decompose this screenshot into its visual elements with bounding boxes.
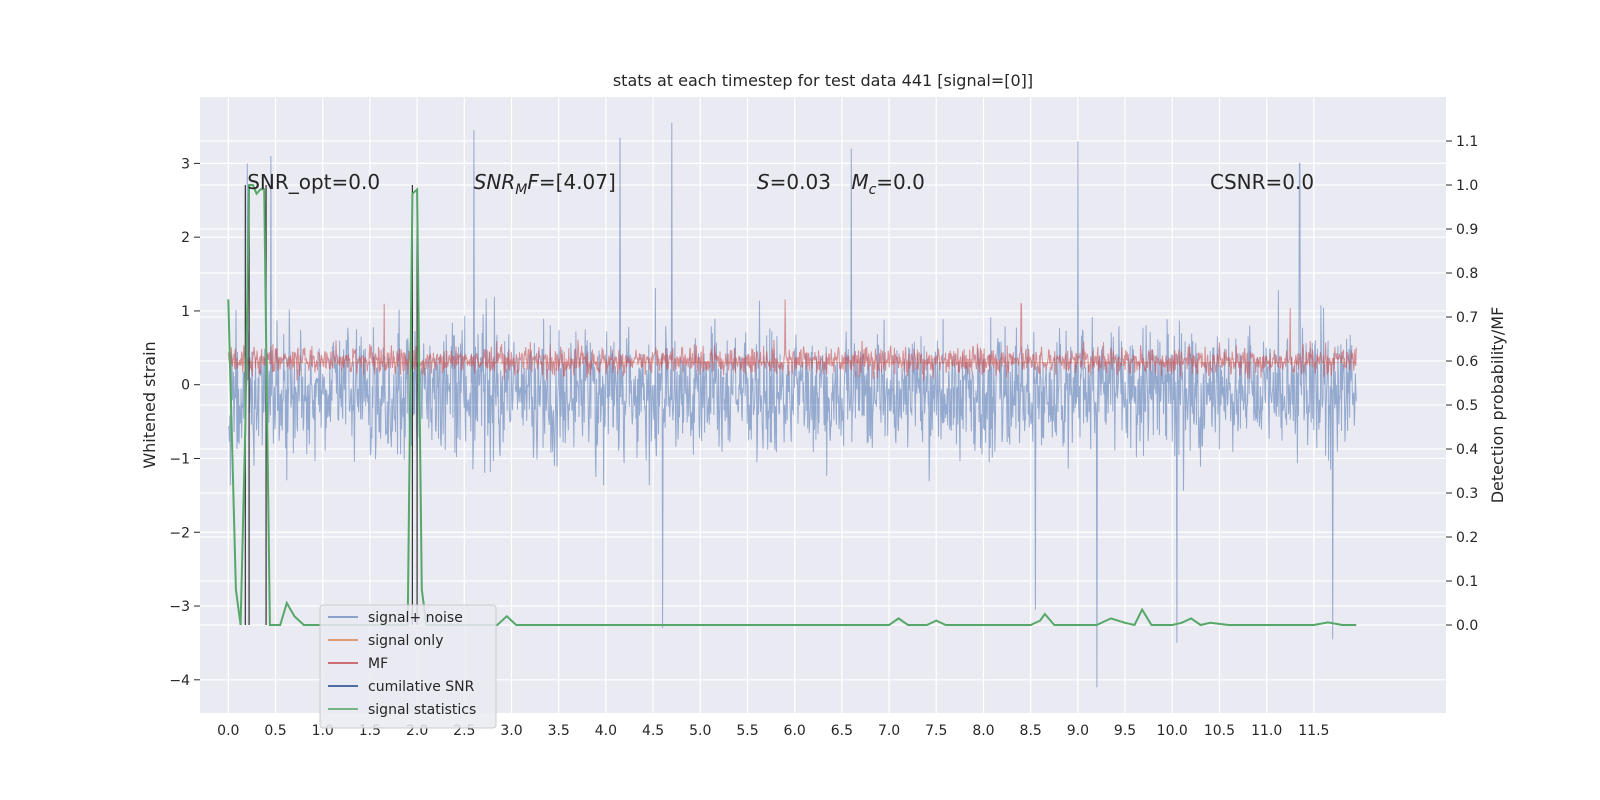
- x-tick-label: 3.5: [548, 723, 570, 739]
- annotation: SNRMF=[4.07]: [474, 170, 616, 198]
- y-tick-label-right: 0.9: [1456, 222, 1478, 238]
- y-tick-label-right: 1.0: [1456, 178, 1478, 194]
- annotations: SNR_opt=0.0 SNRMF=[4.07] S=0.03 Mc=0.0 CSNR=…: [247, 170, 1314, 198]
- y-tick-label-left: −1: [169, 451, 190, 467]
- series-line: [227, 299, 1357, 382]
- x-tick-label: 4.0: [595, 723, 617, 739]
- legend-entry: signal only: [368, 633, 443, 649]
- x-tick-label: 5.0: [689, 723, 711, 739]
- y-tick-label-left: −4: [169, 673, 190, 689]
- y-ticks-right: 1.1 1.0 0.9 0.8 0.7 0.6 0.5 0.4 0.3 0.2 0.1 0.0: [1446, 134, 1478, 634]
- legend-box: [319, 604, 497, 729]
- y-tick-label-right: 1.1: [1456, 134, 1478, 150]
- x-tick-label: 8.5: [1020, 723, 1042, 739]
- x-ticks: 0.0 0.5 1.0 1.5 2.0 2.5 3.0 3.5 4.0 4.5 5.0 5.5 6.0 6…: [217, 723, 1329, 739]
- y-tick-label-right: 0.7: [1456, 310, 1478, 326]
- y-tick-label-right: 0.4: [1456, 442, 1478, 458]
- series-signal-noise: [227, 122, 1357, 688]
- x-tick-label: 0.5: [264, 723, 286, 739]
- chart-title: stats at each timestep for test data 441…: [613, 71, 1033, 90]
- y-axis-label-left: Whitened strain: [140, 341, 159, 468]
- y-tick-label-left: −2: [169, 525, 190, 541]
- y-tick-label-right: 0.6: [1456, 354, 1478, 370]
- series-signal-statistics: [227, 184, 1357, 627]
- legend-entry: signal statistics: [368, 702, 476, 718]
- x-tick-label: 8.0: [972, 723, 994, 739]
- annotation: Mc=0.0: [851, 170, 925, 198]
- y-tick-label-left: 3: [181, 156, 190, 172]
- x-tick-label: 7.0: [878, 723, 900, 739]
- x-tick-label: 7.5: [925, 723, 947, 739]
- x-tick-label: 10.5: [1204, 723, 1235, 739]
- y-tick-label-right: 0.8: [1456, 266, 1478, 282]
- y-tick-label-right: 0.3: [1456, 486, 1478, 502]
- legend: signal+ noise signal only MF cumilative SNR…: [319, 604, 497, 729]
- series-layer: [227, 122, 1357, 688]
- y-tick-label-right: 0.2: [1456, 530, 1478, 546]
- legend-entry: MF: [368, 656, 388, 672]
- y-tick-label-right: 0.5: [1456, 398, 1478, 414]
- y-tick-label-left: 2: [181, 230, 190, 246]
- annotation: CSNR=0.0: [1210, 170, 1314, 194]
- annotation: SNR_opt=0.0: [247, 170, 380, 194]
- series-line: [227, 184, 1357, 627]
- x-tick-label: 3.0: [500, 723, 522, 739]
- legend-entry: signal+ noise: [368, 610, 463, 626]
- y-tick-label-left: 1: [181, 304, 190, 320]
- y-ticks-left: 3 2 1 0 −1 −2 −3 −4: [169, 156, 200, 689]
- x-tick-label: 10.0: [1157, 723, 1188, 739]
- y-axis-label-right: Detection probability/MF: [1488, 307, 1507, 504]
- x-tick-label: 6.5: [831, 723, 853, 739]
- annotation: S=0.03: [757, 170, 831, 194]
- y-tick-label-right: 0.1: [1456, 574, 1478, 590]
- x-tick-label: 11.0: [1251, 723, 1282, 739]
- y-tick-label-right: 0.0: [1456, 618, 1478, 634]
- series-line: [227, 122, 1357, 688]
- y-tick-label-left: 0: [181, 378, 190, 394]
- x-tick-label: 9.0: [1067, 723, 1089, 739]
- series-mf: [227, 299, 1357, 382]
- x-tick-label: 0.0: [217, 723, 239, 739]
- x-tick-label: 5.5: [736, 723, 758, 739]
- x-tick-label: 9.5: [1114, 723, 1136, 739]
- y-tick-label-left: −3: [169, 599, 190, 615]
- x-tick-label: 4.5: [642, 723, 664, 739]
- x-tick-label: 11.5: [1298, 723, 1329, 739]
- x-tick-label: 6.0: [784, 723, 806, 739]
- legend-entry: cumilative SNR: [368, 679, 475, 695]
